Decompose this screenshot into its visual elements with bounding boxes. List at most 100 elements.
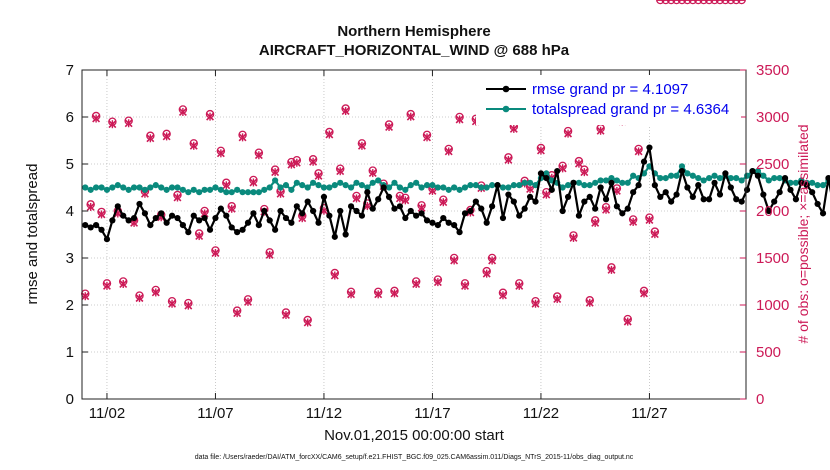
series-point: [266, 184, 273, 191]
y-tick-label-left: 6: [66, 109, 74, 126]
obs-assimilated-marker: [265, 250, 274, 259]
series-point: [646, 144, 653, 151]
series-point: [673, 191, 680, 198]
series-point: [570, 179, 577, 186]
series-point: [125, 217, 132, 224]
series-point: [668, 198, 675, 205]
series-point: [678, 163, 686, 170]
series-point: [125, 186, 132, 193]
obs-assimilated-marker: [531, 299, 540, 308]
obs-assimilated-marker: [314, 171, 323, 180]
series-point: [396, 184, 403, 191]
series-point: [163, 219, 170, 226]
series-point: [575, 212, 583, 219]
series-point: [640, 158, 648, 165]
series-point: [326, 212, 333, 219]
series-point: [152, 214, 159, 222]
series-point: [434, 222, 441, 229]
series-point: [315, 182, 322, 189]
series-point: [228, 224, 235, 231]
series-point: [743, 172, 751, 179]
obs-assimilated-marker: [238, 133, 247, 142]
obs-assimilated-marker: [271, 168, 280, 177]
series-point: [706, 196, 713, 203]
series-point: [320, 184, 328, 191]
y-tick-label-left: 1: [66, 344, 74, 361]
series-point: [472, 182, 479, 189]
series-point: [402, 186, 409, 193]
obs-assimilated-marker: [184, 301, 193, 310]
series-point: [130, 214, 138, 222]
series-point: [716, 175, 724, 182]
series-point: [282, 214, 290, 222]
series-point: [575, 179, 583, 186]
series-point: [472, 198, 479, 205]
series-point: [586, 182, 593, 189]
series-point: [364, 184, 371, 191]
obs-assimilated-marker: [292, 158, 301, 167]
obs-possible-marker: [666, 0, 676, 5]
series-point: [662, 175, 669, 182]
series-point: [309, 179, 317, 186]
series-point: [510, 198, 517, 205]
series-point: [743, 186, 751, 193]
obs-possible-marker: [661, 0, 670, 5]
series-point: [564, 193, 572, 200]
obs-assimilated-marker: [536, 146, 545, 155]
series-point: [434, 184, 441, 191]
series-point: [244, 219, 252, 226]
x-axis-label: Nov.01,2015 00:00:00 start: [324, 427, 505, 444]
series-point: [467, 182, 474, 189]
obs-assimilated-marker: [455, 115, 464, 124]
series-point: [250, 189, 257, 196]
series-point: [136, 200, 143, 208]
series-point: [223, 189, 230, 196]
series-point: [185, 189, 192, 196]
series-point: [814, 200, 821, 208]
obs-assimilated-marker: [439, 198, 448, 207]
series-point: [93, 222, 100, 229]
series-point: [695, 182, 702, 189]
y-tick-label-left: 5: [66, 156, 74, 173]
series-point: [201, 214, 208, 222]
series-point: [461, 210, 469, 217]
series-point: [819, 210, 827, 217]
series-point: [494, 182, 501, 189]
series-point: [413, 212, 420, 219]
data-file-footnote: data file: /Users/raeder/DAI/ATM_forcXX/…: [195, 454, 634, 461]
obs-assimilated-marker: [81, 292, 90, 301]
series-point: [619, 179, 626, 186]
series-point: [212, 184, 219, 191]
series-point: [120, 184, 127, 191]
series-point: [272, 177, 279, 184]
series-point: [98, 184, 105, 191]
series-point: [255, 222, 262, 229]
series-point: [163, 186, 170, 193]
series-point: [196, 189, 203, 196]
series-point: [375, 177, 382, 184]
series-point: [695, 175, 702, 182]
obs-assimilated-marker: [211, 248, 220, 257]
chart-title: Northern Hemisphere: [337, 23, 490, 40]
series-point: [288, 219, 295, 226]
series-point: [727, 175, 734, 182]
series-point: [771, 198, 778, 205]
series-point: [478, 205, 485, 212]
series-point: [320, 193, 328, 200]
series-point: [543, 170, 550, 177]
legend: rmse grand pr = 4.1097 totalspread grand…: [476, 75, 741, 125]
obs-assimilated-marker: [189, 141, 198, 150]
series-point: [206, 226, 214, 233]
series-point: [103, 186, 111, 193]
obs-possible-marker: [683, 0, 692, 5]
obs-assimilated-marker: [309, 157, 318, 166]
obs-assimilated-marker: [650, 230, 659, 239]
series-point: [516, 182, 523, 189]
obs-assimilated-marker: [108, 120, 117, 129]
obs-assimilated-marker: [390, 289, 399, 298]
obs-assimilated-marker: [227, 204, 236, 213]
series-point: [369, 205, 376, 212]
series-point: [738, 198, 745, 205]
